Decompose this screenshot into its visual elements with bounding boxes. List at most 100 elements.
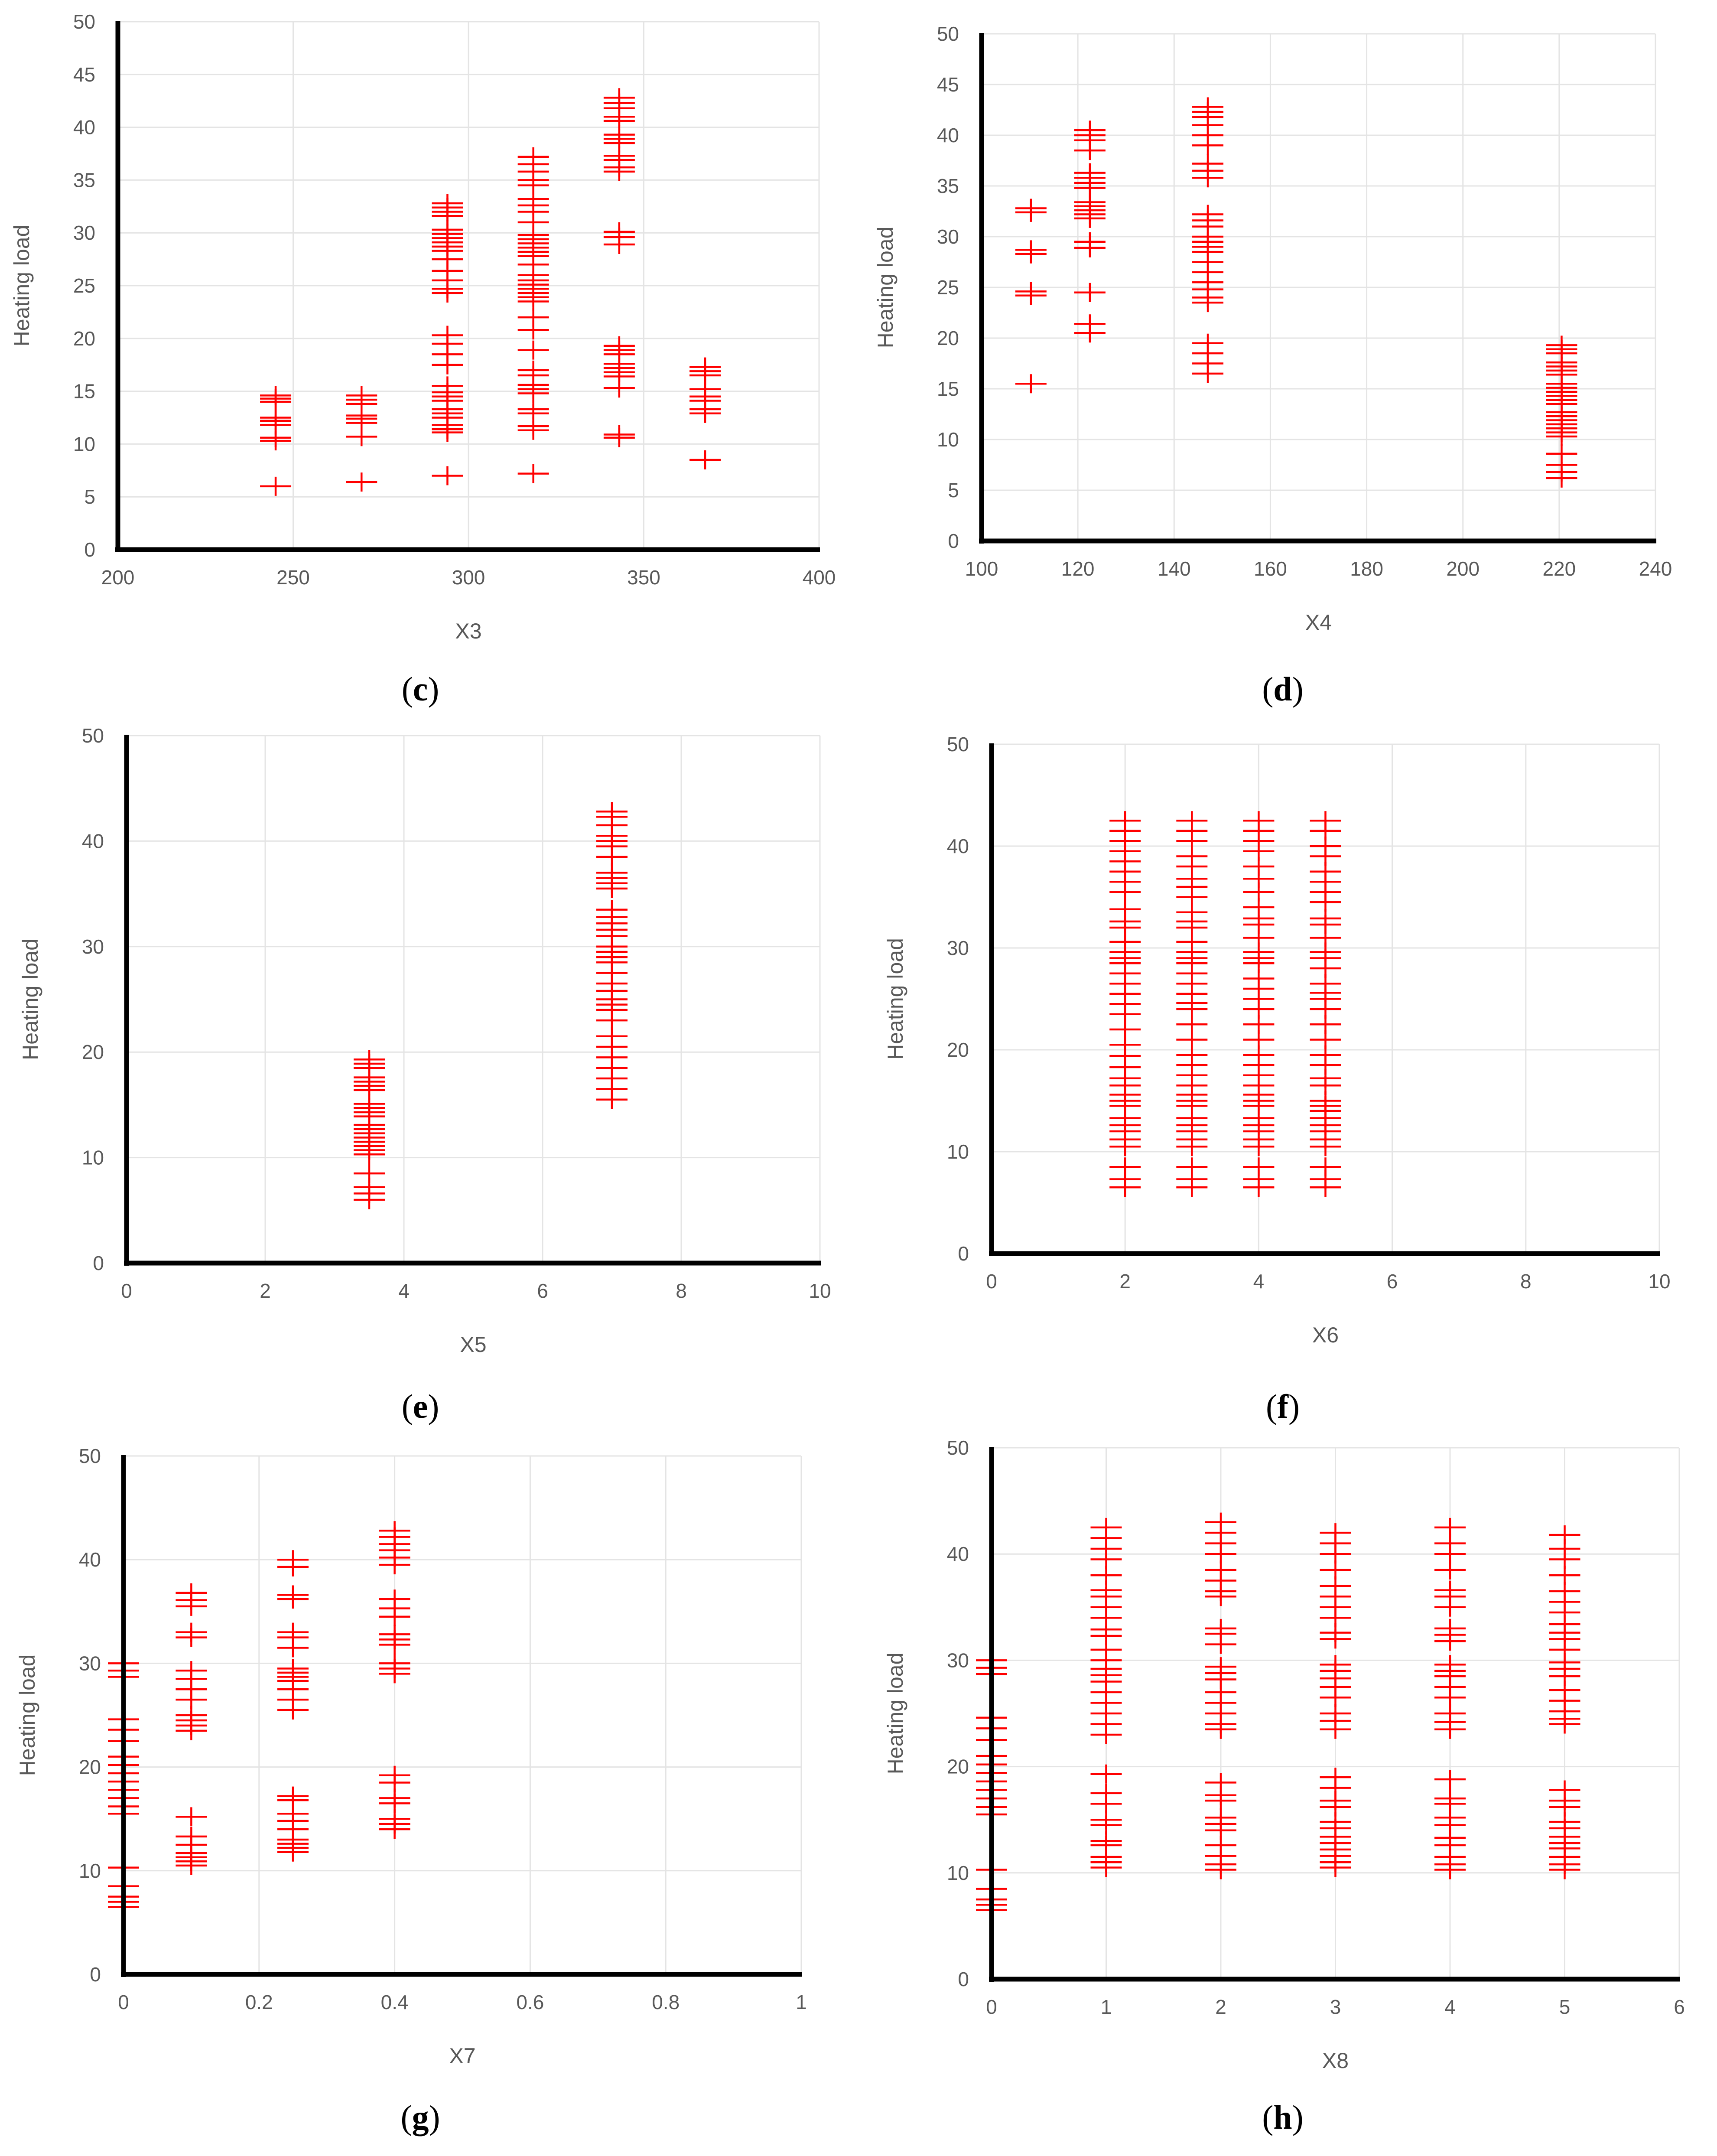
data-point — [1090, 1831, 1122, 1851]
y-axis-title: Heating load — [10, 225, 34, 347]
x-tick-label: 300 — [452, 566, 485, 589]
data-point — [1205, 1808, 1236, 1827]
x-tick-label: 100 — [965, 557, 998, 580]
x-tick-label: 160 — [1254, 557, 1287, 580]
data-point — [1434, 1770, 1466, 1789]
data-point — [603, 88, 635, 107]
data-point — [1434, 1518, 1466, 1537]
data-point — [603, 425, 635, 444]
caption-g: (g) — [400, 2098, 440, 2136]
gridlines — [123, 1455, 802, 1975]
gridlines — [981, 33, 1656, 542]
y-tick-label: 0 — [958, 1242, 969, 1265]
panel-d: 0 5 10 15 20 25 30 35 40 45 50 100 120 140 160 180 200 22… — [858, 0, 1717, 720]
data-point — [1243, 811, 1275, 830]
x-axis-title: X5 — [460, 1332, 486, 1357]
panel-c: 0 5 10 15 20 25 30 35 40 45 50 200 250 300 350 400 X3 Hea… — [0, 0, 858, 720]
data-point — [379, 1589, 410, 1609]
y-tick-label: 20 — [937, 327, 959, 349]
x-tick-label: 240 — [1639, 557, 1672, 580]
data-point — [176, 1622, 207, 1642]
y-tick-label: 40 — [79, 1548, 101, 1571]
data-point — [1434, 1704, 1466, 1723]
y-tick-label: 30 — [947, 1649, 969, 1671]
data-point — [277, 1622, 309, 1642]
y-tick-label: 50 — [947, 1436, 969, 1459]
x-tick-label: 6 — [537, 1280, 548, 1302]
data-point — [1205, 1773, 1236, 1792]
y-tick-label: 0 — [958, 1968, 969, 1990]
x-tick-label: 200 — [101, 566, 135, 589]
y-tick-label: 25 — [73, 274, 95, 297]
chart-g: 0 10 20 30 40 50 0 0.2 0.4 0.6 0.8 1 X7 Heating load — [15, 1445, 807, 2068]
data-points — [1109, 811, 1341, 1197]
y-tick-label: 40 — [73, 116, 95, 139]
y-tick-label: 0 — [948, 530, 959, 552]
x-tick-label: 350 — [627, 566, 660, 589]
x-tick-label: 140 — [1158, 557, 1191, 580]
y-tick-label: 30 — [947, 937, 969, 959]
data-point — [517, 340, 549, 360]
x-tick-label: 0.2 — [245, 1991, 273, 2013]
data-point — [517, 147, 549, 166]
data-point — [1192, 333, 1224, 353]
data-point — [1090, 1783, 1122, 1803]
y-axis-title: Heating load — [883, 1653, 907, 1775]
data-point — [517, 464, 549, 483]
data-point — [432, 326, 463, 345]
caption-h: (h) — [1262, 2098, 1304, 2136]
y-tick-label: 15 — [73, 380, 95, 403]
data-point — [689, 357, 721, 377]
y-tick-label: 20 — [73, 327, 95, 350]
x-tick-label: 10 — [1648, 1270, 1670, 1293]
data-point — [277, 1550, 309, 1570]
x-tick-label: 0 — [986, 1270, 997, 1293]
y-tick-label: 10 — [947, 1862, 969, 1884]
x-tick-label: 2 — [1119, 1270, 1131, 1293]
x-tick-label: 0 — [121, 1280, 132, 1302]
chart-h: 0 10 20 30 40 50 0 1 2 3 4 5 6 X8 Heating load — [883, 1436, 1685, 2073]
x-tick-label: 0 — [118, 1991, 129, 2013]
data-point — [689, 450, 721, 469]
data-point — [1074, 283, 1106, 302]
data-point — [1090, 1764, 1122, 1784]
x-tick-label: 5 — [1559, 1996, 1571, 2018]
data-point — [1320, 1576, 1351, 1596]
data-points — [354, 802, 628, 1209]
y-tick-label: 20 — [947, 1755, 969, 1778]
data-point — [176, 1827, 207, 1846]
x-tick-label: 2 — [260, 1280, 271, 1302]
y-tick-label: 30 — [937, 225, 959, 248]
data-point — [1320, 1768, 1351, 1787]
x-tick-label: 3 — [1330, 1996, 1341, 2018]
x-tick-label: 4 — [1444, 1996, 1456, 2018]
y-tick-label: 20 — [79, 1756, 101, 1778]
data-point — [603, 336, 635, 355]
x-tick-label: 2 — [1215, 1996, 1226, 2018]
data-points — [976, 1512, 1580, 1920]
data-point — [176, 1807, 207, 1827]
y-tick-label: 45 — [937, 73, 959, 96]
gridlines — [117, 21, 820, 550]
data-point — [1109, 811, 1141, 830]
data-point — [1205, 1512, 1236, 1532]
data-point — [1192, 154, 1224, 173]
data-point — [432, 193, 463, 213]
y-tick-label: 30 — [73, 221, 95, 244]
caption-c: (c) — [401, 670, 439, 708]
data-point — [1090, 1518, 1122, 1537]
data-point — [1109, 899, 1141, 919]
x-axis-title: X3 — [455, 619, 481, 643]
x-tick-label: 180 — [1350, 557, 1383, 580]
data-point — [1205, 1560, 1236, 1580]
y-tick-label: 40 — [947, 835, 969, 857]
x-tick-label: 4 — [1253, 1270, 1265, 1293]
data-point — [1205, 1619, 1236, 1638]
y-tick-label: 15 — [937, 378, 959, 400]
caption-d: (d) — [1262, 670, 1304, 708]
data-point — [379, 1654, 410, 1673]
chart-f: 0 10 20 30 40 50 0 2 4 6 8 10 X6 Heating load — [883, 733, 1671, 1347]
y-tick-label: 50 — [937, 23, 959, 45]
y-tick-label: 0 — [93, 1252, 104, 1274]
data-point — [1434, 1655, 1466, 1674]
